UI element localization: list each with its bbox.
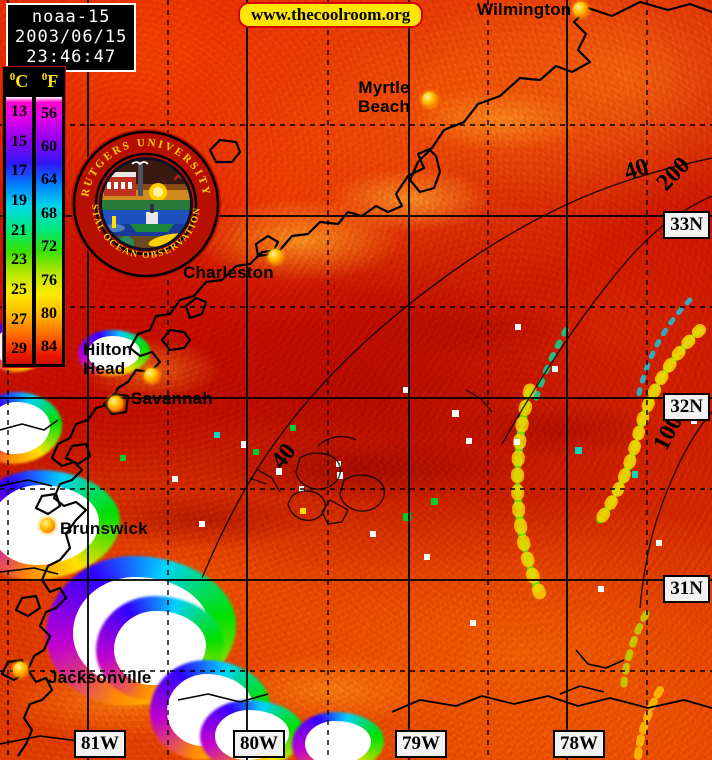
colorbar-tick-celsius: 21 (11, 221, 27, 239)
depth-label: 40 (266, 439, 301, 474)
city-label-brunswick: Brunswick (60, 519, 148, 538)
bathymetry-contours (201, 157, 712, 609)
satellite-name: noaa-15 (31, 7, 111, 27)
colorbar-celsius-ramp: 13 15 17 19 21 23 25 27 29 (6, 97, 32, 364)
colorbar-tick-fahrenheit: 76 (41, 271, 57, 289)
timestamp-box: noaa-15 2003/06/15 23:46:47 (6, 3, 137, 72)
lon-label-78w: 78W (553, 730, 605, 758)
city-marker-jacksonville (13, 662, 28, 677)
colorbar-tick-fahrenheit: 64 (41, 171, 57, 189)
colorbar-tick-celsius: 15 (11, 132, 27, 150)
colorbar-tick-fahrenheit: 84 (41, 338, 57, 356)
colorbar-tick-celsius: 13 (11, 102, 27, 120)
lon-label-80w: 80W (233, 730, 285, 758)
city-marker-charleston (268, 249, 283, 264)
city-marker-wilmington (573, 2, 588, 17)
colorbar-tick-celsius: 23 (11, 251, 27, 269)
colorbar-fahrenheit-ramp: 56 60 64 68 72 76 80 84 (36, 97, 62, 364)
rutgers-cool-seal-logo: RUTGERS UNIVERSITY COASTAL OCEAN OBSERVA… (70, 128, 221, 279)
cloud-fleck (575, 447, 582, 454)
colorbar-fahrenheit-header: 0F (41, 70, 59, 91)
cloud-fleck (691, 418, 697, 424)
cloud-fleck (172, 476, 178, 482)
cloud-fleck (120, 455, 126, 461)
lon-label-81w: 81W (74, 730, 126, 758)
lat-label-32n: 32N (663, 393, 710, 421)
colorbar-tick-celsius: 17 (11, 162, 27, 180)
cloud-fleck (276, 468, 282, 475)
acquisition-date: 2003/06/15 (15, 27, 128, 47)
colorbar-tick-fahrenheit: 80 (41, 304, 57, 322)
cloud-fleck (403, 387, 409, 393)
cloud-fleck (470, 620, 476, 626)
city-marker-savannah (108, 396, 123, 411)
city-label-hilton-head: Hilton Head (83, 340, 133, 378)
cloud-fleck (431, 498, 438, 505)
city-label-savannah: Savannah (131, 389, 213, 408)
cloud-fleck (515, 324, 521, 330)
depth-label: 200 (652, 152, 696, 196)
colorbar-tick-celsius: 29 (11, 340, 27, 358)
city-label-jacksonville: Jacksonville (48, 668, 152, 687)
lon-label-79w: 79W (395, 730, 447, 758)
cloud-fleck (241, 441, 247, 448)
cloud-fleck (199, 521, 205, 527)
colorbar-tick-fahrenheit: 56 (41, 104, 57, 122)
cloud-fleck (598, 586, 604, 592)
colorbar-tick-fahrenheit: 68 (41, 204, 57, 222)
lat-label-33n: 33N (663, 211, 710, 239)
cloud-fleck (424, 554, 430, 560)
colorbar-tick-fahrenheit: 60 (41, 138, 57, 156)
city-label-wilmington: Wilmington (477, 0, 572, 19)
watermark-url[interactable]: www.thecoolroom.org (238, 2, 424, 28)
cloud-fleck (452, 410, 459, 417)
colorbar-tick-celsius: 27 (11, 310, 27, 328)
colorbar-tick-celsius: 25 (11, 280, 27, 298)
cloud-fleck (552, 366, 558, 372)
city-marker-hilton-head (144, 368, 159, 383)
city-marker-myrtle-beach (422, 92, 437, 107)
cloud-fleck (632, 471, 638, 478)
city-label-charleston: Charleston (183, 263, 274, 282)
cloud-fleck (300, 508, 306, 514)
city-label-myrtle-beach: Myrtle Beach (358, 78, 411, 116)
cloud-fleck (403, 513, 411, 521)
colorbar-tick-celsius: 19 (11, 191, 27, 209)
bathymetry-depth-labels: 40 200 40 1000 (266, 152, 695, 473)
cloud-fleck (290, 425, 296, 431)
lat-label-31n: 31N (663, 575, 710, 603)
city-marker-brunswick (40, 518, 55, 533)
cloud-mass (292, 712, 384, 760)
cloud-fleck (656, 540, 662, 546)
temperature-colorbar: 0C 0F 13 15 17 19 21 23 25 27 29 56 60 64 68 72 76 80 8… (2, 66, 66, 368)
colorbar-celsius-header: 0C (9, 70, 29, 91)
colorbar-tick-fahrenheit: 72 (41, 238, 57, 256)
acquisition-time: 23:46:47 (26, 47, 117, 67)
cloud-fleck (253, 449, 259, 455)
cloud-fleck (514, 439, 520, 445)
cloud-fleck (214, 432, 220, 438)
cloud-fleck (370, 531, 376, 537)
cloud-fleck (466, 438, 472, 444)
